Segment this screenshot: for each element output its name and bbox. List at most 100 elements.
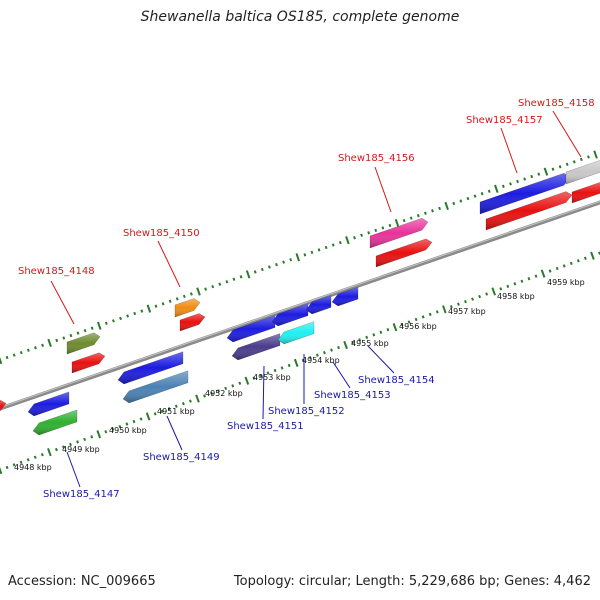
reverse-scale-tick bbox=[33, 455, 37, 459]
scale-label: 4950 kbp bbox=[109, 426, 147, 435]
reverse-scale-tick bbox=[195, 394, 200, 403]
gene-shew185_4153[interactable] bbox=[305, 295, 332, 315]
forward-scale-tick bbox=[253, 270, 257, 274]
genome-backbone-highlight bbox=[0, 200, 600, 409]
gene-shew185_4147[interactable] bbox=[32, 409, 78, 436]
forward-scale-tick bbox=[62, 336, 66, 340]
gene-shew185_4158[interactable] bbox=[565, 160, 600, 185]
forward-scale-tick bbox=[34, 346, 37, 350]
reverse-scale-tick bbox=[96, 430, 102, 439]
scale-label: 4959 kbp bbox=[547, 278, 585, 287]
forward-scale-tick bbox=[19, 351, 23, 355]
reverse-scale-tick bbox=[569, 261, 573, 266]
reverse-scale-tick bbox=[534, 274, 538, 278]
reverse-scale-tick bbox=[203, 394, 206, 398]
forward-scale-tick bbox=[530, 174, 534, 179]
reverse-scale-tick bbox=[238, 381, 242, 385]
gene-forward-unlabeled[interactable] bbox=[375, 238, 433, 268]
forward-scale-tick bbox=[388, 223, 392, 228]
gene-shew185_4149[interactable] bbox=[122, 370, 189, 404]
reverse-scale-tick bbox=[104, 430, 108, 434]
reverse-scale-tick bbox=[365, 335, 369, 340]
gene-shew185_4152[interactable] bbox=[277, 321, 315, 345]
gene-forward-unlabeled[interactable] bbox=[71, 352, 106, 374]
forward-scale-tick bbox=[338, 240, 342, 245]
scale-label: 4953 kbp bbox=[253, 373, 291, 382]
scale-label: 4951 kbp bbox=[157, 407, 195, 416]
forward-scale-tick bbox=[83, 328, 87, 333]
shew185_4148-leader bbox=[50, 280, 75, 325]
forward-scale-tick bbox=[551, 167, 555, 171]
forward-scale-tick bbox=[268, 265, 271, 269]
forward-scale-tick bbox=[516, 179, 519, 184]
gene-forward-unlabeled[interactable] bbox=[485, 191, 573, 231]
shew185_4158-leader bbox=[552, 110, 582, 158]
reverse-scale-tick bbox=[590, 251, 595, 260]
shew185_4153-label: Shew185_4153 bbox=[314, 390, 391, 401]
forward-scale-tick bbox=[543, 167, 549, 176]
reverse-scale-tick bbox=[435, 310, 439, 314]
reverse-scale-tick bbox=[449, 305, 453, 309]
gene-forward-unlabeled[interactable] bbox=[179, 313, 206, 332]
gene-forward-unlabeled[interactable] bbox=[571, 182, 600, 204]
forward-scale-tick bbox=[331, 243, 335, 247]
forward-scale-tick bbox=[239, 275, 243, 279]
gene-reverse-unlabeled[interactable] bbox=[27, 391, 70, 417]
forward-scale-tick bbox=[587, 155, 590, 159]
reverse-scale-tick bbox=[513, 282, 517, 286]
forward-scale-tick bbox=[126, 314, 130, 318]
gene-shew185_4151[interactable] bbox=[231, 333, 281, 361]
forward-scale-tick bbox=[303, 253, 307, 257]
shew185_4151-label: Shew185_4151 bbox=[227, 421, 304, 432]
shew185_4158-label: Shew185_4158 bbox=[518, 98, 595, 109]
forward-scale-tick bbox=[69, 333, 73, 338]
forward-scale-tick bbox=[360, 233, 363, 237]
forward-scale-tick bbox=[245, 270, 251, 279]
reverse-scale-tick bbox=[217, 389, 221, 393]
gene-reverse-unlabeled[interactable] bbox=[226, 315, 276, 343]
reverse-scale-tick bbox=[442, 305, 447, 314]
reverse-scale-tick bbox=[181, 402, 185, 406]
forward-scale-tick bbox=[97, 321, 102, 330]
forward-scale-tick bbox=[26, 348, 30, 352]
forward-scale-tick bbox=[579, 157, 583, 162]
gene-shew185_4148[interactable] bbox=[66, 332, 101, 355]
gene-forward-unlabeled[interactable] bbox=[0, 399, 7, 413]
forward-scale-tick bbox=[295, 253, 301, 262]
forward-scale-tick bbox=[218, 282, 222, 286]
forward-scale-tick bbox=[452, 201, 456, 206]
reverse-scale-tick bbox=[562, 264, 566, 268]
forward-scale-tick bbox=[0, 356, 3, 365]
reverse-scale-tick bbox=[231, 384, 235, 388]
forward-scale-tick bbox=[593, 150, 598, 159]
forward-scale-tick bbox=[41, 343, 44, 347]
reverse-scale-tick bbox=[62, 445, 65, 449]
shew185_4156-leader bbox=[374, 166, 392, 213]
reverse-scale-tick bbox=[583, 256, 587, 260]
forward-scale-tick bbox=[402, 218, 406, 223]
reverse-scale-tick bbox=[174, 404, 178, 408]
reverse-scale-tick bbox=[457, 302, 460, 306]
shew185_4147-leader bbox=[66, 451, 81, 488]
reverse-scale-tick bbox=[259, 373, 263, 378]
forward-scale-tick bbox=[225, 280, 229, 284]
gene-reverse-unlabeled[interactable] bbox=[117, 351, 184, 385]
gene-shew185_4150[interactable] bbox=[174, 298, 201, 318]
forward-scale-tick bbox=[55, 338, 59, 343]
forward-scale-tick bbox=[190, 292, 193, 296]
reverse-scale-tick bbox=[330, 348, 333, 352]
shew185_4148-label: Shew185_4148 bbox=[18, 266, 95, 277]
reverse-scale-tick bbox=[111, 427, 115, 431]
reverse-scale-tick bbox=[40, 453, 44, 457]
gene-reverse-unlabeled[interactable] bbox=[271, 303, 309, 327]
reverse-scale-tick bbox=[167, 407, 171, 411]
scale-label: 4955 kbp bbox=[351, 339, 389, 348]
reverse-scale-tick bbox=[160, 409, 164, 413]
forward-scale-tick bbox=[345, 236, 350, 245]
forward-scale-tick bbox=[112, 319, 115, 323]
gene-shew185_4154[interactable] bbox=[331, 286, 359, 307]
gene-shew185_4156[interactable] bbox=[369, 217, 429, 249]
reverse-scale-tick bbox=[273, 368, 277, 373]
scale-label: 4957 kbp bbox=[448, 307, 486, 316]
